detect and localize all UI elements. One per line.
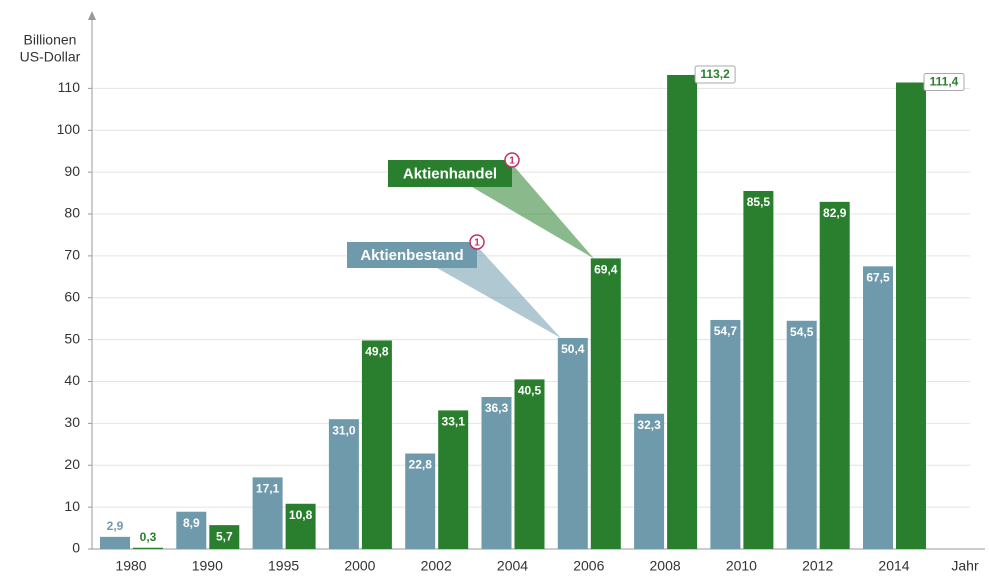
value-label: 32,3 [637,418,661,432]
y-axis-label: US-Dollar [20,49,81,65]
y-axis-label: Billionen [24,32,77,48]
bar [361,340,392,549]
x-tick-label: 1990 [192,558,223,574]
value-label: 31,0 [332,423,356,437]
y-tick-label: 100 [57,121,81,137]
value-label: 0,3 [140,530,157,544]
bar [285,503,316,549]
value-label: 113,2 [700,67,730,81]
bar [590,258,621,549]
bar [710,319,741,549]
value-label: 2,9 [107,519,124,533]
value-label: 82,9 [823,206,847,220]
bar [100,536,130,549]
x-axis-label: Jahr [951,558,979,574]
value-label: 111,4 [930,75,959,89]
legend-label: Aktienbestand [360,247,463,264]
value-label: 54,5 [790,325,814,339]
y-tick-label: 70 [64,247,80,263]
value-label: 33,1 [442,415,466,429]
bar [209,525,240,549]
x-tick-label: 2006 [573,558,604,574]
x-tick-label: 2014 [878,558,909,574]
footnote-text: 1 [474,238,480,249]
x-tick-label: 1980 [115,558,146,574]
legend-box [388,160,512,187]
bar [133,547,163,549]
y-tick-label: 30 [64,414,80,430]
value-label: 17,1 [256,482,280,496]
value-label: 67,5 [866,271,890,285]
y-tick-label: 80 [64,205,80,221]
value-label: 50,4 [561,342,585,356]
callout-pointer [437,246,561,338]
value-label: 85,5 [747,195,771,209]
x-tick-label: 2008 [650,558,681,574]
value-label-box [923,73,965,92]
bar [743,190,774,549]
bar [634,413,665,549]
legend-label: Aktienhandel [403,165,497,182]
footnote-marker [504,152,520,168]
value-label: 22,8 [409,458,433,472]
bar [438,410,469,549]
footnote-marker [469,234,485,250]
bar [863,266,893,549]
x-tick-label: 2004 [497,558,528,574]
x-tick-label: 2000 [344,558,375,574]
value-label: 49,8 [365,345,389,359]
bar [176,511,207,549]
x-tick-label: 2002 [421,558,452,574]
bar [405,453,436,549]
value-label-box [694,65,736,84]
value-label: 54,7 [714,324,738,338]
bar [819,201,850,549]
footnote-text: 1 [509,156,515,167]
x-tick-label: 1995 [268,558,299,574]
x-tick-label: 2012 [802,558,833,574]
value-label: 69,4 [594,263,618,277]
y-tick-label: 60 [64,288,80,304]
value-label: 5,7 [216,529,233,543]
axis-arrow [88,11,96,20]
bar [514,379,545,549]
legend-box [347,242,477,268]
bar [896,82,926,549]
y-tick-label: 40 [64,372,80,388]
bar [252,477,283,549]
y-tick-label: 20 [64,456,80,472]
y-tick-label: 10 [64,498,80,514]
value-label: 10,8 [289,508,313,522]
y-tick-label: 90 [64,163,80,179]
value-label: 8,9 [183,516,200,530]
y-tick-label: 0 [72,540,80,556]
y-tick-label: 110 [58,79,81,95]
bar [786,320,817,549]
bar [557,337,588,549]
x-tick-label: 2010 [726,558,757,574]
bar [667,74,698,549]
callout-pointer [472,164,594,259]
bar [328,419,359,549]
value-label: 36,3 [485,401,509,415]
value-label: 40,5 [518,384,542,398]
y-tick-label: 50 [64,330,80,346]
bar [481,396,512,549]
